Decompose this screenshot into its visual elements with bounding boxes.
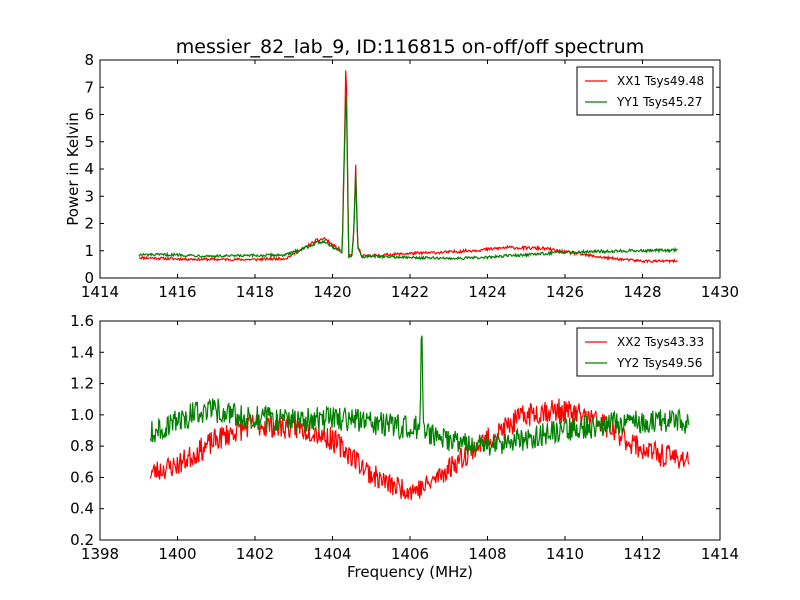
y-tick-label: 7 <box>84 78 94 96</box>
y-tick-label: 0.2 <box>70 531 94 549</box>
series-line-1 <box>138 70 678 264</box>
y-tick-label: 5 <box>84 133 94 151</box>
x-tick-label: 1402 <box>236 545 274 563</box>
y-tick-label: 1.6 <box>70 312 94 330</box>
series-line-1 <box>149 398 690 501</box>
y-tick-label: 3 <box>84 187 94 205</box>
x-tick-label: 1410 <box>546 545 584 563</box>
chart-title: messier_82_lab_9, ID:116815 on-off/off s… <box>176 36 644 58</box>
y-tick-label: 0.4 <box>70 500 94 518</box>
x-tick-label: 1412 <box>623 545 661 563</box>
y-tick-label: 1.0 <box>70 406 94 424</box>
top-panel: 1414 1416 1418 1420 1422 1424 1426 1428 1430 0 1 2 3… <box>81 51 739 301</box>
y-tick-label: 8 <box>84 51 94 69</box>
legend-label: YY2 Tsys49.56 <box>616 356 702 370</box>
legend-label: YY1 Tsys45.27 <box>616 95 702 109</box>
y-axis-label: Power in Kelvin <box>64 112 82 226</box>
legend-label: XX1 Tsys49.48 <box>617 74 704 88</box>
x-tick-label: 1414 <box>701 545 739 563</box>
x-tick-label: 1416 <box>158 283 196 301</box>
x-tick-label: 1414 <box>81 283 119 301</box>
x-tick-label: 1418 <box>236 283 274 301</box>
y-tick-label: 6 <box>84 106 94 124</box>
x-tick-label: 1408 <box>468 545 506 563</box>
x-tick-label: 1406 <box>391 545 429 563</box>
y-tick-label: 0 <box>84 269 94 287</box>
bottom-panel: 1398 1400 1402 1404 1406 1408 1410 1412 1414 0.2 0… <box>70 312 739 563</box>
y-tick-label: 4 <box>84 160 94 178</box>
legend: XX2 Tsys43.33 YY2 Tsys49.56 <box>576 327 714 377</box>
x-axis-label: Frequency (MHz) <box>347 563 473 581</box>
legend: XX1 Tsys49.48 YY1 Tsys45.27 <box>576 66 714 116</box>
x-tick-label: 1420 <box>313 283 351 301</box>
legend-label: XX2 Tsys43.33 <box>617 335 704 349</box>
y-tick-label: 0.8 <box>70 437 94 455</box>
x-tick-label: 1398 <box>81 545 119 563</box>
y-tick-label: 2 <box>84 215 94 233</box>
y-tick-label: 1 <box>84 242 94 260</box>
x-tick-label: 1422 <box>391 283 429 301</box>
series-line-2 <box>149 335 690 456</box>
x-tick-label: 1400 <box>158 545 196 563</box>
x-tick-label: 1428 <box>623 283 661 301</box>
x-tick-label: 1426 <box>546 283 584 301</box>
x-tick-label: 1404 <box>313 545 351 563</box>
y-tick-label: 1.2 <box>70 375 94 393</box>
y-tick-label: 1.4 <box>70 343 94 361</box>
series-line-2 <box>138 96 678 261</box>
x-tick-label: 1424 <box>468 283 506 301</box>
y-tick-label: 0.6 <box>70 468 94 486</box>
x-tick-label: 1430 <box>701 283 739 301</box>
